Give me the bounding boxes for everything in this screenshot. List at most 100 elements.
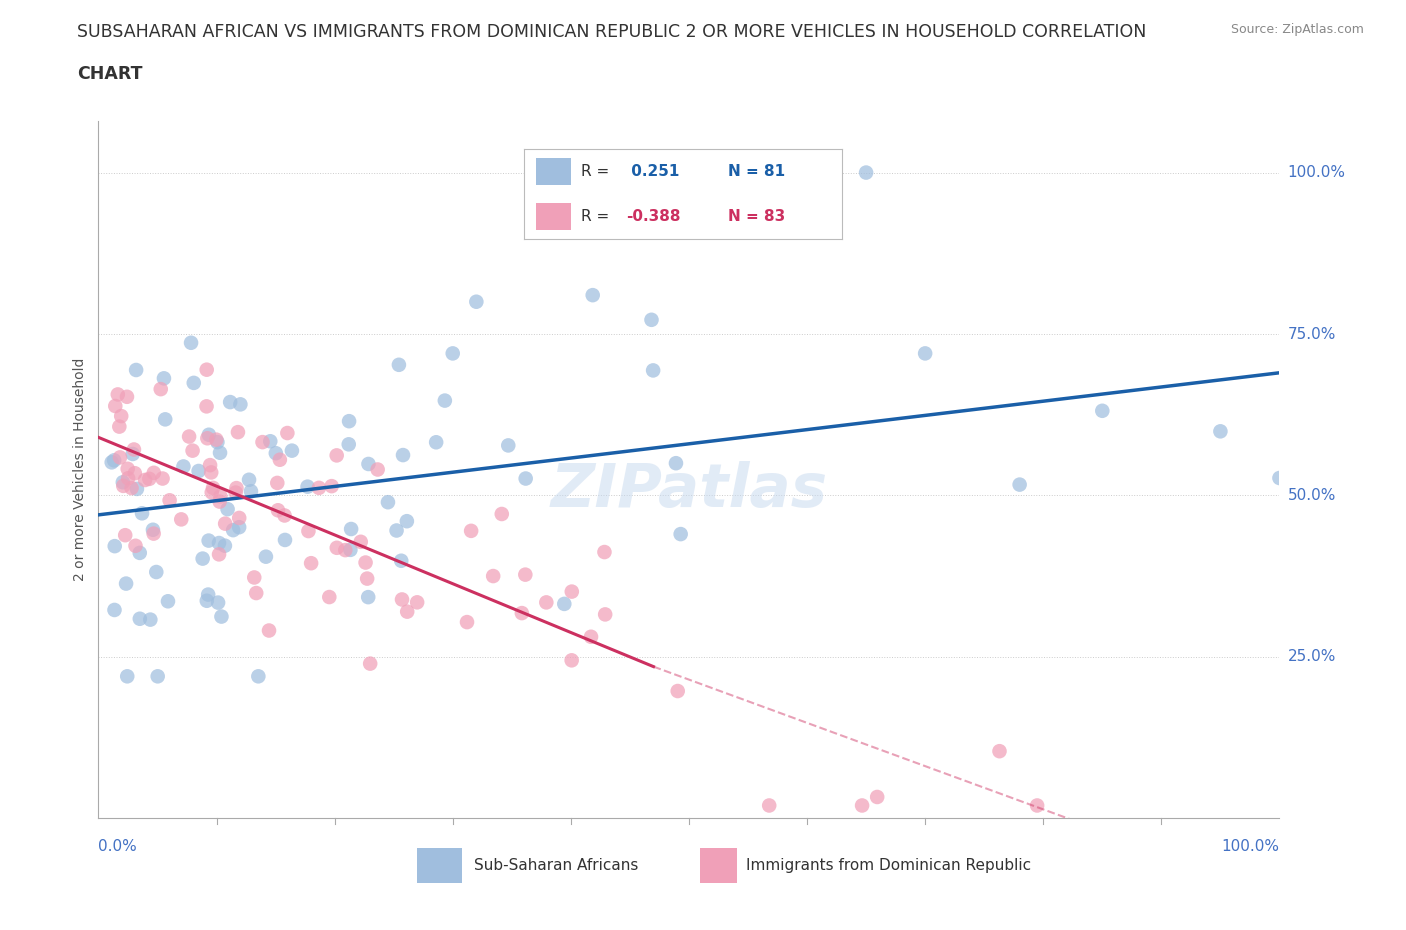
Point xyxy=(274,533,297,548)
Point xyxy=(796,166,818,180)
Point xyxy=(142,465,165,480)
Point xyxy=(396,604,419,619)
Point xyxy=(281,444,304,458)
Point xyxy=(146,669,169,684)
Point xyxy=(339,542,361,557)
Point xyxy=(643,363,665,378)
Point xyxy=(460,524,482,538)
Point xyxy=(297,524,319,538)
Point xyxy=(456,615,478,630)
Point xyxy=(273,508,295,523)
Point xyxy=(142,523,165,538)
Point xyxy=(207,595,229,610)
Point xyxy=(170,512,193,526)
Text: CHART: CHART xyxy=(77,65,143,83)
Point xyxy=(117,669,139,684)
Point xyxy=(851,798,873,813)
Point xyxy=(392,447,415,462)
Point xyxy=(112,478,135,493)
Point xyxy=(214,538,236,553)
Point xyxy=(152,472,174,486)
Point xyxy=(276,426,298,441)
Point xyxy=(115,577,138,591)
Point xyxy=(103,453,125,468)
Point xyxy=(356,571,378,586)
Point xyxy=(395,513,418,528)
Point xyxy=(335,543,357,558)
Point xyxy=(385,523,408,538)
Point xyxy=(240,484,263,498)
Point xyxy=(149,381,172,396)
Point xyxy=(326,540,349,555)
Point xyxy=(228,520,250,535)
Point xyxy=(377,495,399,510)
Point xyxy=(247,669,270,684)
Point xyxy=(267,503,290,518)
Point xyxy=(593,545,616,560)
Point xyxy=(208,445,231,460)
Point xyxy=(666,684,689,698)
Point xyxy=(208,494,231,509)
Point xyxy=(561,653,583,668)
Point xyxy=(172,459,194,474)
Text: 100.0%: 100.0% xyxy=(1222,839,1279,855)
Point xyxy=(269,452,291,467)
Point xyxy=(108,419,131,434)
Point xyxy=(252,434,274,449)
Point xyxy=(100,455,122,470)
Point xyxy=(225,485,247,500)
Point xyxy=(128,545,150,560)
Point xyxy=(222,523,245,538)
Point xyxy=(115,390,138,405)
Point xyxy=(758,798,780,813)
Point xyxy=(391,592,413,607)
Point xyxy=(211,609,233,624)
Point xyxy=(593,607,616,622)
Point xyxy=(195,363,218,378)
Point xyxy=(259,433,281,448)
Point xyxy=(257,623,280,638)
Point xyxy=(195,431,218,445)
Point xyxy=(354,555,377,570)
Point xyxy=(103,603,125,618)
Point xyxy=(155,412,177,427)
Point xyxy=(482,568,505,583)
Point xyxy=(1008,477,1031,492)
Point xyxy=(104,399,127,414)
Text: 50.0%: 50.0% xyxy=(1288,488,1336,503)
Point xyxy=(866,790,889,804)
Point xyxy=(121,481,143,496)
Point xyxy=(153,371,176,386)
Text: 25.0%: 25.0% xyxy=(1288,649,1336,664)
Text: SUBSAHARAN AFRICAN VS IMMIGRANTS FROM DOMINICAN REPUBLIC 2 OR MORE VEHICLES IN H: SUBSAHARAN AFRICAN VS IMMIGRANTS FROM DO… xyxy=(77,23,1147,41)
Text: Source: ZipAtlas.com: Source: ZipAtlas.com xyxy=(1230,23,1364,36)
Point xyxy=(1091,404,1114,418)
Point xyxy=(389,553,412,568)
Point xyxy=(1209,424,1232,439)
Point xyxy=(553,596,575,611)
Point xyxy=(159,493,181,508)
Point xyxy=(114,527,136,542)
Point xyxy=(579,630,602,644)
Point xyxy=(229,397,252,412)
Point xyxy=(337,414,360,429)
Point xyxy=(737,197,759,212)
Point xyxy=(124,466,146,481)
Point xyxy=(117,471,139,485)
Point xyxy=(988,744,1011,759)
Point xyxy=(208,547,231,562)
Point xyxy=(665,456,688,471)
Point xyxy=(198,458,221,472)
Point xyxy=(367,462,389,477)
Point xyxy=(350,535,373,550)
Point xyxy=(406,595,429,610)
Point xyxy=(491,507,513,522)
Point xyxy=(433,393,456,408)
Point xyxy=(1026,798,1049,813)
Point xyxy=(582,287,605,302)
Point xyxy=(357,457,380,472)
Point xyxy=(217,501,239,516)
Point xyxy=(340,522,363,537)
Point xyxy=(180,336,202,351)
Point xyxy=(321,479,343,494)
